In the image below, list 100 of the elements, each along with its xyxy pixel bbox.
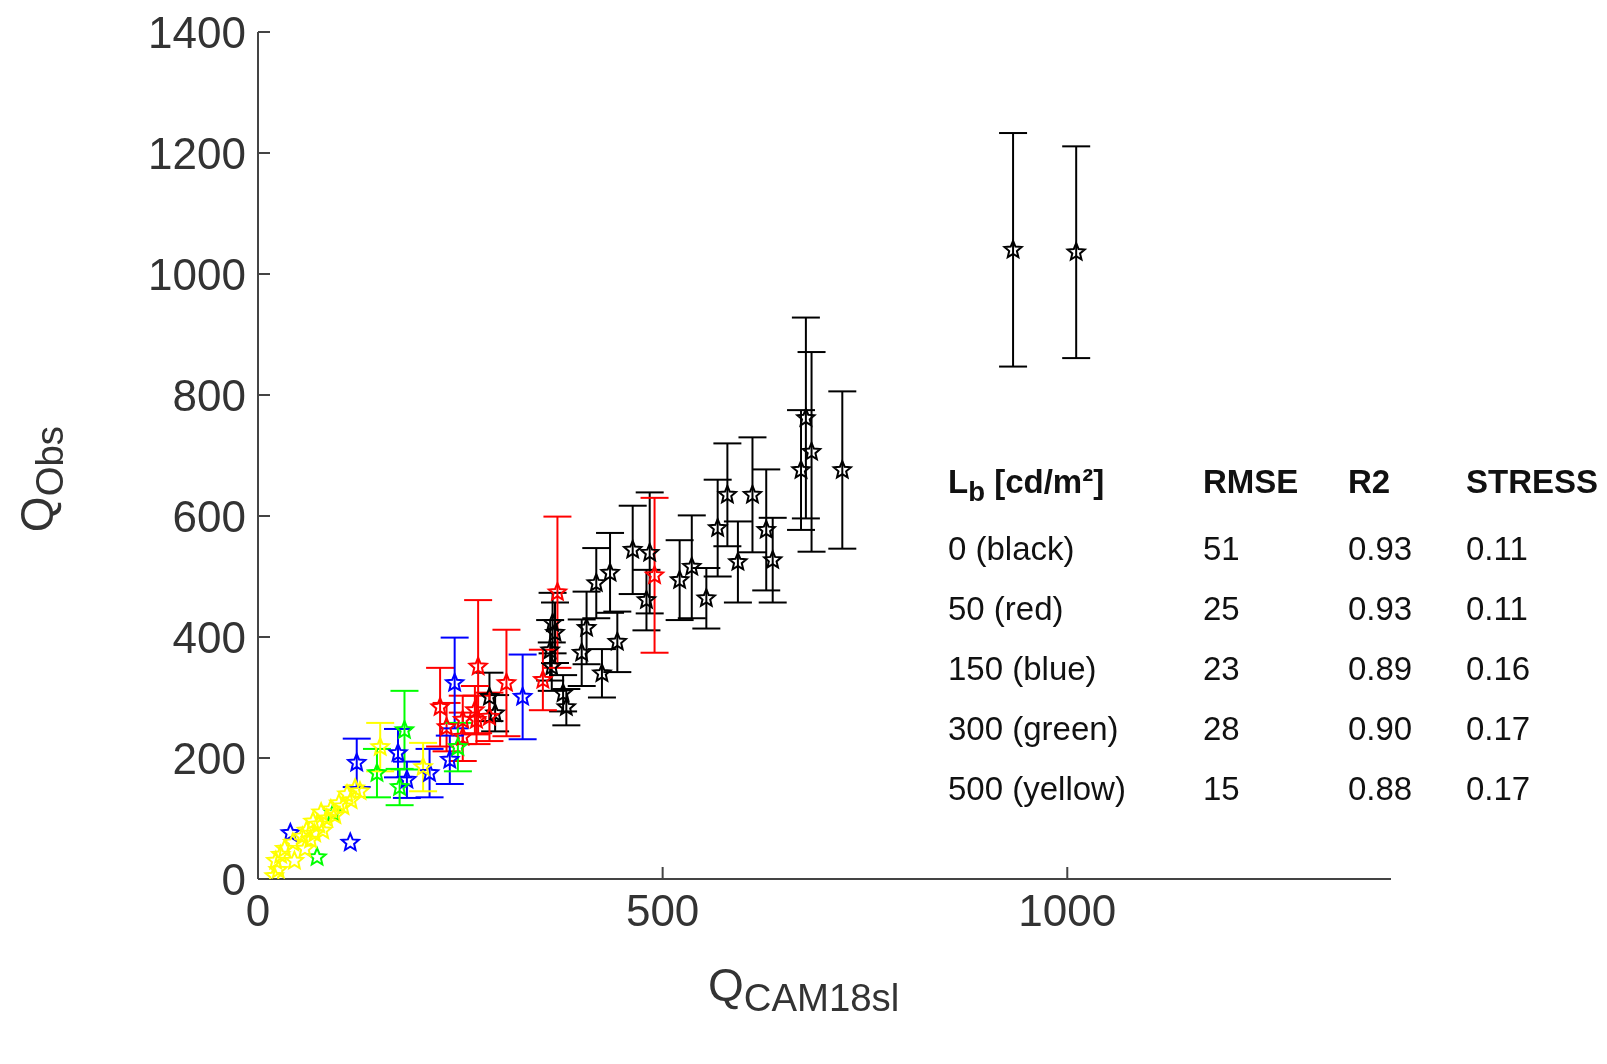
point: [728, 551, 748, 571]
point: [345, 778, 365, 797]
point: [309, 814, 329, 833]
annotation: 0.93: [1348, 589, 1414, 628]
annotation: 51: [1203, 529, 1241, 568]
point: [307, 847, 327, 866]
annotation: 28: [1203, 709, 1241, 748]
point: [468, 656, 488, 675]
point: [1066, 242, 1086, 261]
point: [311, 802, 331, 821]
point: [275, 838, 295, 858]
point: [553, 683, 573, 702]
point: [413, 757, 433, 776]
text: STRESS: [1466, 463, 1600, 502]
point: [370, 737, 390, 756]
point: [445, 672, 465, 692]
annotation: 15: [1203, 769, 1241, 808]
point: [543, 613, 563, 632]
point: [801, 441, 822, 461]
annotation: 0.93: [1348, 529, 1414, 568]
point: [586, 573, 606, 592]
point: [542, 656, 562, 675]
point: [577, 617, 597, 637]
annotation: 0.88: [1348, 769, 1414, 808]
text: 0.11: [1466, 529, 1529, 568]
point: [717, 484, 737, 504]
point: [388, 743, 408, 762]
point: [670, 570, 690, 589]
point: [479, 706, 500, 726]
y-tick-label: 200: [172, 733, 246, 783]
point: [513, 686, 533, 706]
y-tick-label: 400: [172, 612, 246, 662]
y-tick-label: 800: [172, 370, 246, 420]
y-tick-label: 0: [221, 854, 246, 904]
point: [397, 769, 417, 789]
point: [347, 752, 367, 772]
point: [266, 850, 286, 870]
point: [271, 844, 291, 864]
annotation: 0.89: [1348, 649, 1414, 688]
point: [313, 820, 333, 839]
annotation: RMSE: [1203, 463, 1300, 502]
point: [465, 700, 485, 719]
point: [479, 686, 500, 706]
point: [756, 519, 776, 539]
annotation: 0 (black): [948, 529, 1076, 568]
point: [592, 663, 612, 682]
text: 0.16: [1466, 649, 1532, 688]
annotation: L$_{b}$ [cd/m²]: [948, 463, 1106, 508]
point: [340, 832, 360, 851]
point: [317, 808, 337, 827]
point: [547, 582, 567, 601]
point: [295, 838, 315, 858]
point: [303, 811, 323, 830]
point: [572, 642, 592, 662]
point: [540, 640, 560, 659]
point: [796, 407, 816, 427]
point: [268, 859, 288, 879]
x-axis-title: Q$_{CAM18sl}$: [708, 958, 900, 1021]
point: [644, 565, 665, 584]
point: [682, 556, 702, 576]
point: [329, 793, 349, 812]
point: [390, 777, 410, 796]
point: [545, 622, 565, 642]
y-tick-label: 1000: [148, 249, 246, 299]
point: [367, 763, 387, 782]
annotation: 300 (green): [948, 709, 1120, 748]
point: [305, 823, 325, 842]
y-tick-label: 1400: [148, 7, 246, 57]
point: [440, 749, 460, 769]
point: [556, 697, 576, 716]
point: [350, 781, 370, 800]
text: 0.11: [1466, 589, 1529, 628]
annotation: 50 (red): [948, 589, 1065, 628]
point: [280, 823, 300, 842]
annotation: 0.90: [1348, 709, 1414, 748]
point: [437, 717, 457, 736]
point: [640, 542, 660, 562]
point: [636, 590, 657, 609]
point: [337, 784, 357, 803]
x-tick-label: 500: [625, 886, 700, 936]
y-tick-label: 600: [172, 491, 246, 541]
point: [533, 669, 553, 689]
annotation: 150 (blue): [948, 649, 1098, 688]
point: [321, 799, 341, 818]
point: [607, 631, 627, 651]
point: [696, 588, 716, 607]
point: [430, 697, 450, 716]
point: [394, 720, 415, 739]
annotation: 500 (yellow): [948, 769, 1127, 808]
point: [420, 763, 440, 782]
point: [284, 850, 304, 870]
point: [466, 709, 487, 729]
point: [1003, 239, 1023, 259]
annotation: R2: [1348, 463, 1392, 502]
point: [623, 539, 643, 559]
point: [708, 518, 728, 537]
y-tick-label: 1200: [148, 128, 246, 178]
point: [496, 672, 517, 692]
annotation: 23: [1203, 649, 1241, 688]
text: 0.17: [1466, 709, 1532, 748]
